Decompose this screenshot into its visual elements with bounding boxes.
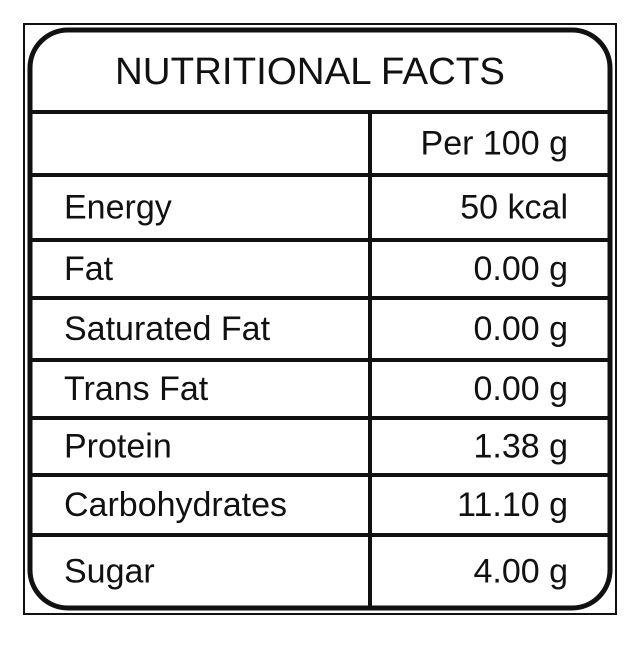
nutrient-value: 0.00 g <box>473 310 568 348</box>
nutrient-name: Protein <box>64 427 172 465</box>
nutrient-value: 50 kcal <box>460 188 568 226</box>
label-border <box>27 27 613 611</box>
nutrient-value: 0.00 g <box>473 250 568 288</box>
nutrient-name: Fat <box>64 250 114 288</box>
nutrient-name: Sugar <box>64 552 155 590</box>
nutrient-value: 4.00 g <box>473 552 568 590</box>
outer-frame <box>23 23 617 615</box>
column-header: Per 100 g <box>421 124 568 162</box>
nutrient-name: Trans Fat <box>64 370 209 408</box>
nutrient-value: 0.00 g <box>473 370 568 408</box>
nutrient-value: 11.10 g <box>457 486 568 524</box>
nutrient-name: Carbohydrates <box>64 486 287 524</box>
nutrient-value: 1.38 g <box>473 427 568 465</box>
nutrient-name: Energy <box>64 188 172 226</box>
title: NUTRITIONAL FACTS <box>115 51 505 93</box>
nutrient-name: Saturated Fat <box>64 310 271 348</box>
